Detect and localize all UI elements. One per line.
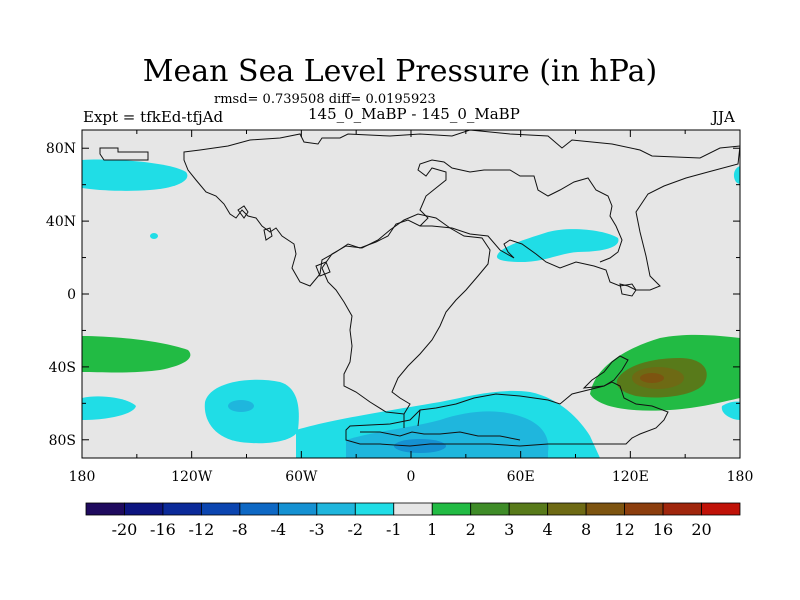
- anomaly-neg-arctic-east: [733, 166, 740, 184]
- colorbar-swatch: [124, 502, 164, 516]
- colorbar-label: 12: [614, 520, 634, 539]
- anomaly-neg2-pacific-core: [228, 400, 254, 412]
- colorbar-swatch: [624, 502, 664, 516]
- coast-indian-plate: [582, 355, 629, 389]
- colorbar-swatch: [85, 502, 125, 516]
- x-tick-label: 0: [407, 469, 416, 485]
- colorbar-swatch: [470, 502, 510, 516]
- pressure-field: [82, 130, 740, 458]
- colorbar-label: -3: [309, 520, 325, 539]
- stats-line: rmsd= 0.739508 diff= 0.0195923: [214, 92, 436, 107]
- x-tick-label: 120W: [171, 469, 213, 485]
- x-tick-label: 60W: [285, 469, 318, 485]
- colorbar-label: 4: [543, 520, 553, 539]
- colorbar-label: -8: [232, 520, 248, 539]
- colorbar-label: 1: [427, 520, 437, 539]
- colorbar-label: -16: [150, 520, 176, 539]
- plot-title: Mean Sea Level Pressure (in hPa): [142, 54, 658, 89]
- colorbar-label: 20: [691, 520, 711, 539]
- anomaly-neg-south-pacific: [204, 379, 299, 444]
- coast-gondwana-south: [345, 381, 669, 447]
- coast-gondwana-west: [321, 213, 491, 415]
- colorbar-label: -4: [271, 520, 287, 539]
- colorbar-label: 16: [653, 520, 673, 539]
- colorbar-swatch: [239, 502, 279, 516]
- colorbar-label: -1: [386, 520, 402, 539]
- coast-arctic-island: [99, 147, 149, 161]
- y-tick-label: 0: [67, 287, 76, 303]
- y-tick-label: 80N: [46, 141, 76, 157]
- colorbar-label: 8: [581, 520, 591, 539]
- colorbar-label: -2: [347, 520, 363, 539]
- coast-laurasia-north: [183, 130, 740, 291]
- colorbar-swatch: [585, 502, 625, 516]
- x-tick-label: 180: [727, 469, 754, 485]
- colorbar-swatch: [277, 502, 318, 516]
- x-tick-label: 180: [69, 469, 96, 485]
- anomaly-neg3-antarctic-core: [394, 439, 446, 453]
- colorbar-label: 2: [466, 520, 476, 539]
- colorbar-swatch: [701, 502, 741, 516]
- anomaly-neg-arctic-west: [82, 159, 188, 191]
- colorbar-swatch: [431, 502, 472, 516]
- coast-small-isle-east: [619, 283, 637, 297]
- anomaly-neg-small-spot: [150, 233, 158, 239]
- coast-laurasia-inner: [417, 159, 623, 263]
- y-tick-label: 40N: [46, 214, 76, 230]
- colorbar-swatch: [662, 502, 702, 516]
- colorbar-swatch: [201, 502, 241, 516]
- anomaly-neg-far-east-south: [721, 401, 740, 420]
- anomaly-neg-south-atlantic: [82, 396, 136, 420]
- coast-gondwana-inner: [360, 409, 521, 441]
- axis-ticks: 180 120W 60W 0 60E 120E 180 80N 40N 0 40S 80S: [46, 130, 753, 485]
- y-tick-label: 40S: [49, 360, 76, 376]
- colorbar-swatch: [162, 502, 202, 516]
- x-tick-label: 60E: [507, 469, 535, 485]
- x-tick-label: 120E: [612, 469, 649, 485]
- season-label: JJA: [712, 108, 735, 126]
- continent-outlines: [99, 130, 740, 447]
- colorbar-label: 3: [504, 520, 514, 539]
- colorbar-swatch: [316, 502, 356, 516]
- anomaly-pos8-core: [640, 373, 664, 383]
- colorbar-label: -20: [112, 520, 138, 539]
- anomaly-neg-asia: [496, 229, 619, 262]
- colorbar-swatch: [508, 502, 549, 516]
- coast-island-arc: [237, 205, 331, 277]
- anomaly-pos-south-pacific-west: [82, 336, 191, 373]
- colorbar-swatch: [393, 502, 433, 516]
- colorbar: -20 -16 -12 -8 -4 -3 -2 -1 1 2 3 4 8 12 16 20: [85, 502, 741, 539]
- colorbar-label: -12: [189, 520, 215, 539]
- experiment-label: Expt = tfkEd-tfjAd: [83, 108, 224, 126]
- period-label: 145_0_MaBP - 145_0_MaBP: [308, 105, 520, 123]
- colorbar-swatch: [547, 502, 587, 516]
- colorbar-swatch: [354, 502, 395, 516]
- y-tick-label: 80S: [49, 433, 76, 449]
